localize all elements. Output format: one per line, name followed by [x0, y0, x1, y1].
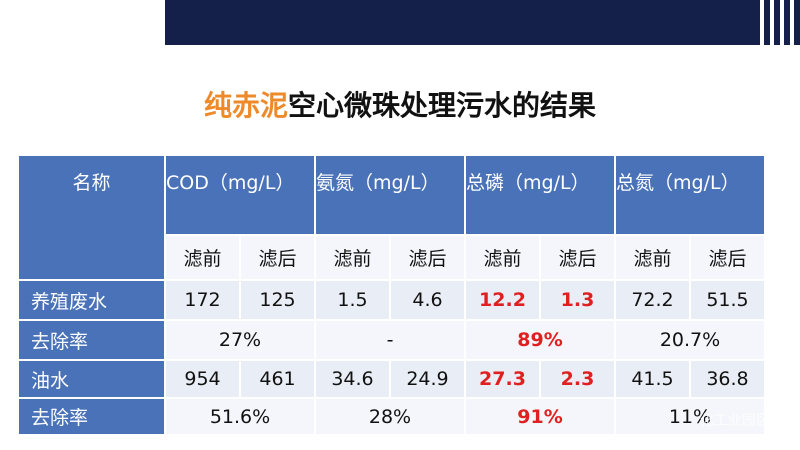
- rate-cell: 89%: [465, 320, 615, 360]
- data-cell: 24.9: [390, 360, 465, 398]
- data-cell: 2.3: [540, 360, 615, 398]
- subheader: 滤后: [240, 235, 315, 280]
- subheader: 滤后: [540, 235, 615, 280]
- data-cell: 172: [165, 280, 240, 320]
- data-cell: 461: [240, 360, 315, 398]
- rate-cell: -: [315, 320, 465, 360]
- data-cell: 36.8: [690, 360, 765, 398]
- data-cell: 1.3: [540, 280, 615, 320]
- data-cell: 72.2: [615, 280, 690, 320]
- header-band: [165, 0, 800, 45]
- stripe: [780, 0, 784, 45]
- row-label: 养殖废水: [18, 280, 165, 320]
- rate-cell: 27%: [165, 320, 315, 360]
- group-header: 总氮（mg/L）: [615, 155, 765, 235]
- title-highlight: 纯赤泥: [203, 89, 288, 122]
- group-header: COD（mg/L）: [165, 155, 315, 235]
- subheader: 滤后: [390, 235, 465, 280]
- rate-cell: 51.6%: [165, 398, 315, 435]
- title-rest: 空心微珠处理污水的结果: [288, 89, 597, 122]
- data-cell: 954: [165, 360, 240, 398]
- stripe: [770, 0, 774, 45]
- stripe: [790, 0, 794, 45]
- subheader: 滤后: [690, 235, 765, 280]
- data-cell: 125: [240, 280, 315, 320]
- subheader: 滤前: [165, 235, 240, 280]
- data-cell: 12.2: [465, 280, 540, 320]
- subheader: 滤前: [465, 235, 540, 280]
- data-cell: 41.5: [615, 360, 690, 398]
- rate-cell: 20.7%: [615, 320, 765, 360]
- data-cell: 51.5: [690, 280, 765, 320]
- title: 纯赤泥空心微珠处理污水的结果: [0, 84, 800, 124]
- stripe: [760, 0, 764, 45]
- row-label: 去除率: [18, 320, 165, 360]
- group-header: 总磷（mg/L）: [465, 155, 615, 235]
- subheader: 滤前: [315, 235, 390, 280]
- data-cell: 34.6: [315, 360, 390, 398]
- rate-cell: 11%: [615, 398, 765, 435]
- data-cell: 27.3: [465, 360, 540, 398]
- rate-cell: 28%: [315, 398, 465, 435]
- data-cell: 1.5: [315, 280, 390, 320]
- rate-cell: 91%: [465, 398, 615, 435]
- row-label: 油水: [18, 360, 165, 398]
- corner-cell: 名称: [18, 155, 165, 280]
- watermark: 化工业园区: [700, 413, 770, 429]
- row-label: 去除率: [18, 398, 165, 435]
- data-cell: 4.6: [390, 280, 465, 320]
- group-header: 氨氮（mg/L）: [315, 155, 465, 235]
- subheader: 滤前: [615, 235, 690, 280]
